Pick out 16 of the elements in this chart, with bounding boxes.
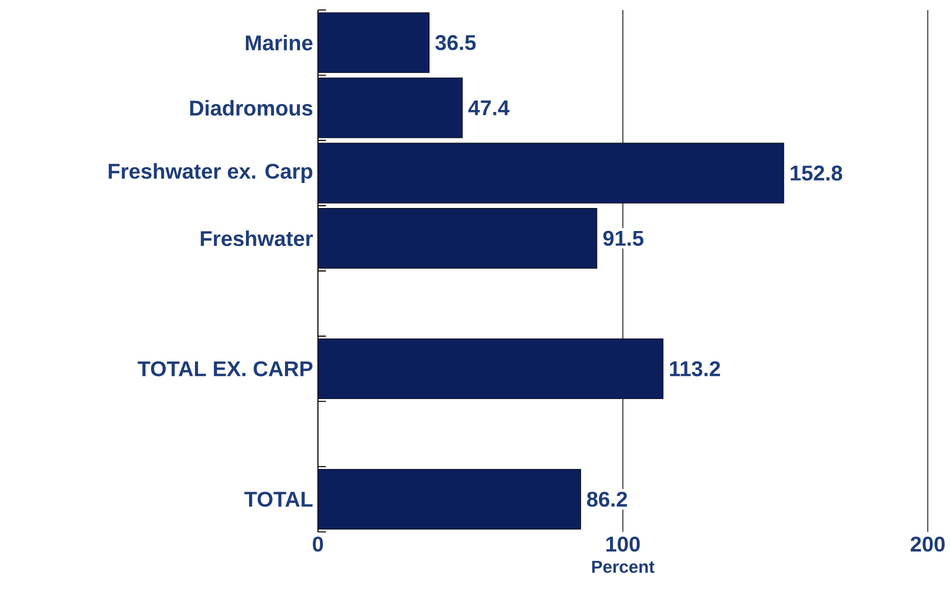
y-tick-label: Marine bbox=[246, 34, 312, 51]
y-tick-label: Freshwater bbox=[200, 230, 313, 246]
y-tick-label: Freshwater ex. Carp bbox=[108, 163, 312, 184]
x-tick-label: 200 bbox=[910, 536, 945, 552]
y-tick-label: TOTAL EX. CARP bbox=[138, 361, 312, 376]
x-axis-title: Percent bbox=[592, 560, 654, 573]
data-label: 113.2 bbox=[670, 361, 720, 376]
y-tick-label: TOTAL bbox=[244, 492, 313, 507]
data-label: 47.4 bbox=[468, 100, 510, 116]
y-tick-label: Diadromous bbox=[190, 100, 312, 116]
data-label: 91.5 bbox=[603, 230, 644, 246]
data-label: 36.5 bbox=[435, 35, 476, 50]
x-tick-label: 100 bbox=[606, 536, 640, 552]
data-label: 152.8 bbox=[790, 166, 842, 181]
data-label: 86.2 bbox=[587, 492, 628, 507]
x-tick-label: 0 bbox=[312, 536, 323, 552]
